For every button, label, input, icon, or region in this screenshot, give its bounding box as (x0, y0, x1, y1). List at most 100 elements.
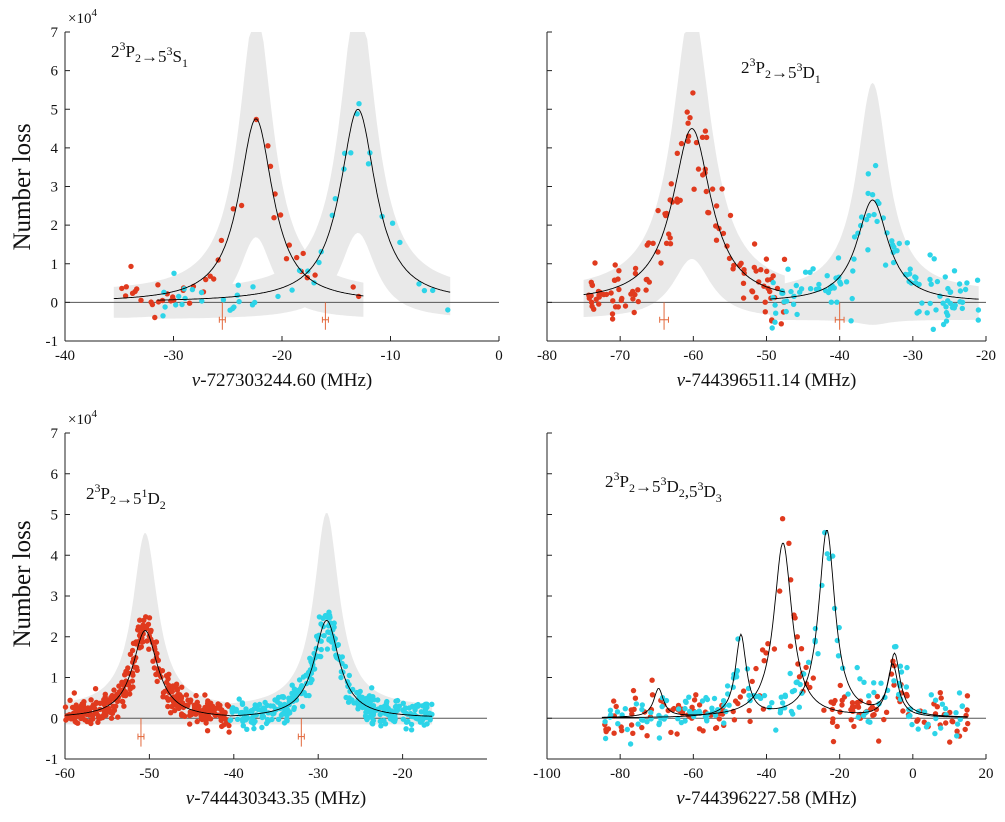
data-point-series_a (873, 706, 880, 713)
data-point-series_b (898, 669, 905, 675)
data-point-series_b (415, 701, 421, 708)
data-point-series_a (174, 687, 181, 693)
data-point-series_b (924, 310, 930, 316)
data-point-series_a (218, 717, 224, 724)
data-point-series_b (953, 710, 959, 716)
data-point-series_a (689, 704, 695, 710)
data-point-series_b (805, 659, 812, 665)
data-point-series_b (874, 218, 880, 225)
data-point-series_a (193, 692, 199, 699)
data-point-series_b (824, 551, 830, 557)
data-point-series_a (85, 705, 91, 711)
data-point-series_a (950, 719, 956, 725)
data-point-series_a (102, 708, 108, 715)
data-point-series_a (123, 284, 129, 290)
data-point-series_b (427, 714, 433, 720)
data-point-series_b (779, 288, 785, 294)
data-point-series_b (239, 700, 246, 706)
data-point-series_a (108, 694, 114, 701)
data-point-series_b (291, 706, 297, 713)
data-point-series_a (713, 203, 720, 209)
data-point-series_a (186, 300, 193, 306)
x-tick-label: -40 (830, 348, 850, 364)
data-point-series_a (208, 700, 214, 706)
data-point-series_b (249, 715, 256, 721)
data-point-series_a (218, 237, 225, 244)
data-point-series_b (287, 710, 293, 716)
data-point-series_b (363, 709, 369, 715)
x-tick-label: -20 (393, 766, 413, 782)
data-point-series_b (640, 717, 646, 723)
data-point-series_a (178, 694, 185, 700)
data-point-series_a (764, 268, 770, 274)
data-point-series_b (812, 625, 819, 632)
data-point-series_b (956, 690, 963, 696)
data-point-series_b (271, 710, 277, 716)
data-point-series_a (740, 688, 747, 694)
data-point-series_b (321, 633, 327, 639)
data-point-series_a (807, 684, 813, 691)
data-point-series_a (727, 212, 734, 219)
data-point-series_b (783, 308, 789, 315)
data-point-series_b (252, 702, 258, 708)
data-point-series_a (834, 723, 840, 730)
data-point-series_b (865, 171, 871, 177)
x-tick-label: 20 (979, 766, 994, 782)
data-point-series_b (296, 677, 303, 683)
data-point-series_b (854, 664, 860, 671)
data-point-series_a (616, 268, 622, 274)
data-point-series_b (959, 305, 965, 312)
data-point-series_a (869, 704, 875, 710)
data-point-series_a (954, 728, 960, 734)
data-point-series_b (974, 277, 981, 283)
data-point-series_b (369, 720, 375, 726)
data-point-series_b (807, 286, 814, 292)
data-point-series_a (611, 698, 617, 704)
data-point-series_a (851, 723, 857, 730)
data-point-series_b (790, 301, 797, 307)
data-point-series_a (630, 296, 636, 302)
data-point-series_b (857, 676, 863, 682)
data-point-series_a (794, 634, 800, 640)
data-point-series_b (770, 279, 776, 286)
data-point-series_a (160, 690, 167, 696)
data-point-series_b (851, 234, 858, 240)
data-point-series_a (179, 700, 186, 706)
data-point-series_a (121, 703, 127, 709)
data-point-series_b (198, 289, 205, 296)
y-tick-label: 7 (51, 25, 59, 41)
data-point-series_b (962, 286, 969, 293)
y-tick-label: 0 (51, 295, 59, 311)
x-tick-label: -30 (903, 348, 923, 364)
data-point-series_a (89, 704, 96, 710)
x-tick-label: -80 (537, 348, 557, 364)
data-point-series_a (63, 717, 69, 723)
data-point-series_b (828, 299, 834, 305)
data-point-series_b (769, 700, 775, 706)
data-point-series_a (830, 700, 837, 707)
data-point-series_a (695, 166, 702, 172)
data-point-series_a (150, 658, 156, 664)
y-tick-label: 2 (51, 630, 59, 646)
fit-curve-2 (229, 620, 433, 717)
data-point-series_b (726, 702, 732, 708)
data-point-series_b (661, 716, 667, 722)
x-tick-label: 0 (909, 766, 917, 782)
data-point-series_b (932, 697, 939, 703)
data-point-series_a (758, 267, 764, 273)
data-point-series_a (168, 710, 174, 716)
data-point-series_a (719, 186, 725, 192)
data-point-series_b (699, 698, 706, 704)
data-point-series_a (146, 646, 152, 652)
data-point-series_b (392, 716, 398, 722)
fit-curve-1 (65, 630, 230, 716)
data-point-series_b (364, 716, 370, 723)
data-point-series_a (67, 697, 73, 703)
data-point-series_b (277, 701, 283, 707)
data-point-series_b (851, 256, 857, 262)
data-point-series_b (787, 670, 793, 677)
data-point-series_b (850, 268, 856, 274)
data-point-series_b (909, 721, 915, 728)
data-point-series_a (204, 704, 210, 710)
data-point-series_a (191, 702, 198, 708)
